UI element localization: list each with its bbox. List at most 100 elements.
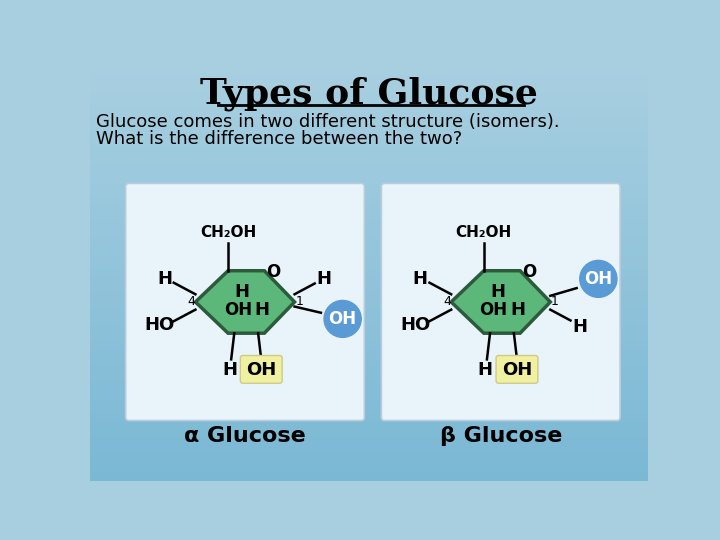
Text: 1: 1 <box>551 295 559 308</box>
Bar <box>90 114 648 115</box>
Bar <box>90 201 648 202</box>
Bar <box>90 134 648 135</box>
Bar <box>90 197 648 198</box>
Bar <box>90 319 648 320</box>
Bar <box>90 407 648 408</box>
Bar <box>90 336 648 338</box>
Bar <box>90 109 648 110</box>
Bar <box>90 93 648 94</box>
Bar <box>90 431 648 432</box>
Bar <box>90 261 648 262</box>
Bar <box>90 343 648 345</box>
Circle shape <box>324 300 361 338</box>
Bar <box>90 398 648 399</box>
Bar <box>90 162 648 163</box>
Text: H: H <box>254 301 269 319</box>
Bar <box>90 400 648 401</box>
Bar <box>90 469 648 470</box>
Text: CH₂OH: CH₂OH <box>200 225 256 240</box>
Bar <box>90 112 648 113</box>
Bar <box>90 146 648 147</box>
Bar <box>90 185 648 186</box>
Bar <box>90 303 648 304</box>
Bar <box>90 126 648 127</box>
Bar <box>90 167 648 168</box>
Bar <box>90 421 648 422</box>
Bar <box>90 102 648 103</box>
Bar <box>90 183 648 184</box>
Bar <box>90 418 648 419</box>
Bar <box>90 76 648 77</box>
Text: H: H <box>235 284 249 301</box>
Bar <box>90 347 648 348</box>
Bar <box>90 320 648 321</box>
Bar <box>90 80 648 81</box>
Bar <box>90 209 648 210</box>
Bar <box>90 445 648 446</box>
Bar <box>90 476 648 477</box>
Bar <box>90 106 648 107</box>
Bar <box>90 427 648 428</box>
Bar <box>90 272 648 273</box>
Bar <box>90 300 648 301</box>
Bar <box>90 396 648 397</box>
Bar <box>90 75 648 76</box>
Text: β Glucose: β Glucose <box>440 426 562 446</box>
Bar <box>90 330 648 331</box>
Bar <box>90 81 648 82</box>
Bar <box>90 282 648 283</box>
Bar <box>90 410 648 411</box>
Text: Glucose comes in two different structure (isomers).: Glucose comes in two different structure… <box>96 113 560 131</box>
Bar <box>90 164 648 165</box>
Text: OH: OH <box>502 361 532 379</box>
Text: OH: OH <box>246 361 276 379</box>
Bar <box>90 268 648 269</box>
Bar <box>90 471 648 472</box>
Bar <box>90 474 648 475</box>
Text: OH: OH <box>585 270 613 288</box>
Bar <box>90 119 648 120</box>
Text: OH: OH <box>480 301 508 319</box>
Bar <box>90 70 648 71</box>
Bar <box>90 329 648 330</box>
Bar <box>90 321 648 322</box>
Bar <box>90 413 648 414</box>
Bar <box>90 283 648 284</box>
Circle shape <box>580 260 617 298</box>
Bar <box>90 468 648 469</box>
Bar <box>90 425 648 426</box>
Bar <box>90 72 648 73</box>
Bar <box>90 259 648 260</box>
Bar <box>90 176 648 177</box>
Bar <box>90 208 648 209</box>
Bar <box>90 124 648 125</box>
Bar <box>90 182 648 183</box>
Bar <box>90 362 648 363</box>
FancyBboxPatch shape <box>240 355 282 383</box>
Bar <box>90 68 648 69</box>
Bar <box>90 233 648 234</box>
Bar <box>90 284 648 285</box>
Bar <box>90 255 648 256</box>
Bar <box>90 408 648 409</box>
Bar <box>90 368 648 369</box>
Bar <box>90 179 648 180</box>
Bar <box>90 454 648 455</box>
Bar <box>90 120 648 121</box>
Bar <box>90 275 648 276</box>
Bar <box>90 180 648 181</box>
Polygon shape <box>451 271 550 333</box>
Bar <box>90 89 648 90</box>
Bar <box>90 358 648 359</box>
Bar <box>90 258 648 259</box>
Text: Types of Glucose: Types of Glucose <box>200 77 538 111</box>
Bar <box>90 215 648 217</box>
Bar <box>90 236 648 237</box>
Bar <box>90 127 648 128</box>
Bar <box>90 414 648 415</box>
Bar <box>90 301 648 302</box>
Bar <box>90 312 648 313</box>
Bar <box>90 298 648 299</box>
Bar <box>90 107 648 108</box>
Bar <box>90 475 648 476</box>
